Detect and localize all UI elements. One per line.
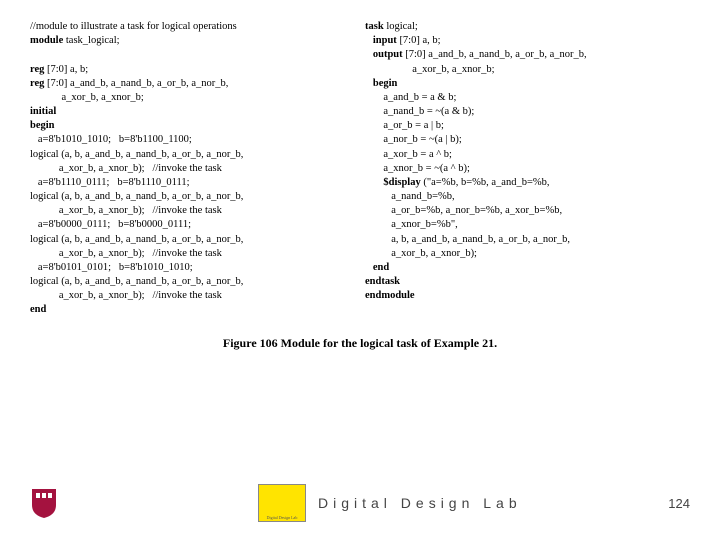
kw: end [365, 262, 389, 273]
code-line: //module to illustrate a task for logica… [30, 21, 237, 32]
code-line: a_xor_b, a_xnor_b; [365, 64, 494, 75]
kw: module [30, 35, 63, 46]
code-line: a_nor_b = ~(a | b); [365, 134, 462, 145]
code: [7:0] a, b; [44, 64, 88, 75]
lab-logo-icon [258, 484, 306, 522]
code: task_logical; [63, 35, 119, 46]
code-line: a_xor_b = a ^ b; [365, 149, 452, 160]
kw: task [365, 21, 384, 32]
kw: input [365, 35, 397, 46]
footer-title: Digital Design Lab [318, 495, 522, 511]
left-column: //module to illustrate a task for logica… [30, 20, 355, 318]
kw: endmodule [365, 290, 415, 301]
code-line: a_xor_b, a_xnor_b); //invoke the task [30, 290, 222, 301]
code-line: a_and_b = a & b; [365, 92, 456, 103]
code-line: logical (a, b, a_and_b, a_nand_b, a_or_b… [30, 149, 243, 160]
code-line: logical (a, b, a_and_b, a_nand_b, a_or_b… [30, 234, 243, 245]
kw: end [30, 304, 46, 315]
code: ("a=%b, b=%b, a_and_b=%b, [421, 177, 550, 188]
code-line: a=8'b1110_0111; b=8'b1110_0111; [30, 177, 190, 188]
code-line: a, b, a_and_b, a_nand_b, a_or_b, a_nor_b… [365, 234, 570, 245]
figure-caption: Figure 106 Module for the logical task o… [0, 336, 720, 351]
kw: begin [30, 120, 55, 131]
code-line: logical (a, b, a_and_b, a_nand_b, a_or_b… [30, 191, 243, 202]
code-line: a_or_b=%b, a_nor_b=%b, a_xor_b=%b, [365, 205, 562, 216]
code-line: a_xor_b, a_xnor_b); //invoke the task [30, 205, 222, 216]
code: [7:0] a_and_b, a_nand_b, a_or_b, a_nor_b… [44, 78, 228, 89]
kw: initial [30, 106, 56, 117]
code: [7:0] a_and_b, a_nand_b, a_or_b, a_nor_b… [403, 49, 587, 60]
code: logical; [384, 21, 418, 32]
code-line: a_xor_b, a_xnor_b); //invoke the task [30, 248, 222, 259]
code: [7:0] a, b; [397, 35, 441, 46]
code-line: a=8'b0101_0101; b=8'b1010_1010; [30, 262, 193, 273]
code-line: a_xnor_b = ~(a ^ b); [365, 163, 470, 174]
code-line: logical (a, b, a_and_b, a_nand_b, a_or_b… [30, 276, 243, 287]
code-line: a=8'b0000_0111; b=8'b0000_0111; [30, 219, 191, 230]
code-line: a_nand_b = ~(a & b); [365, 106, 474, 117]
page-number: 124 [668, 496, 690, 511]
kw: endtask [365, 276, 400, 287]
code-line: a_xnor_b=%b", [365, 219, 458, 230]
shield-icon [30, 487, 58, 519]
footer: Digital Design Lab 124 [0, 484, 720, 522]
right-column: task logical; input [7:0] a, b; output [… [355, 20, 690, 318]
kw: begin [365, 78, 397, 89]
code-columns: //module to illustrate a task for logica… [0, 0, 720, 318]
code-line: a_nand_b=%b, [365, 191, 455, 202]
kw: output [365, 49, 403, 60]
code-line: a=8'b1010_1010; b=8'b1100_1100; [30, 134, 192, 145]
code-line: a_xor_b, a_xnor_b; [30, 92, 144, 103]
kw: reg [30, 78, 44, 89]
code-line: a_xor_b, a_xnor_b); [365, 248, 477, 259]
code-line: a_or_b = a | b; [365, 120, 444, 131]
kw: reg [30, 64, 44, 75]
code-line: a_xor_b, a_xnor_b); //invoke the task [30, 163, 222, 174]
kw: $display [365, 177, 421, 188]
